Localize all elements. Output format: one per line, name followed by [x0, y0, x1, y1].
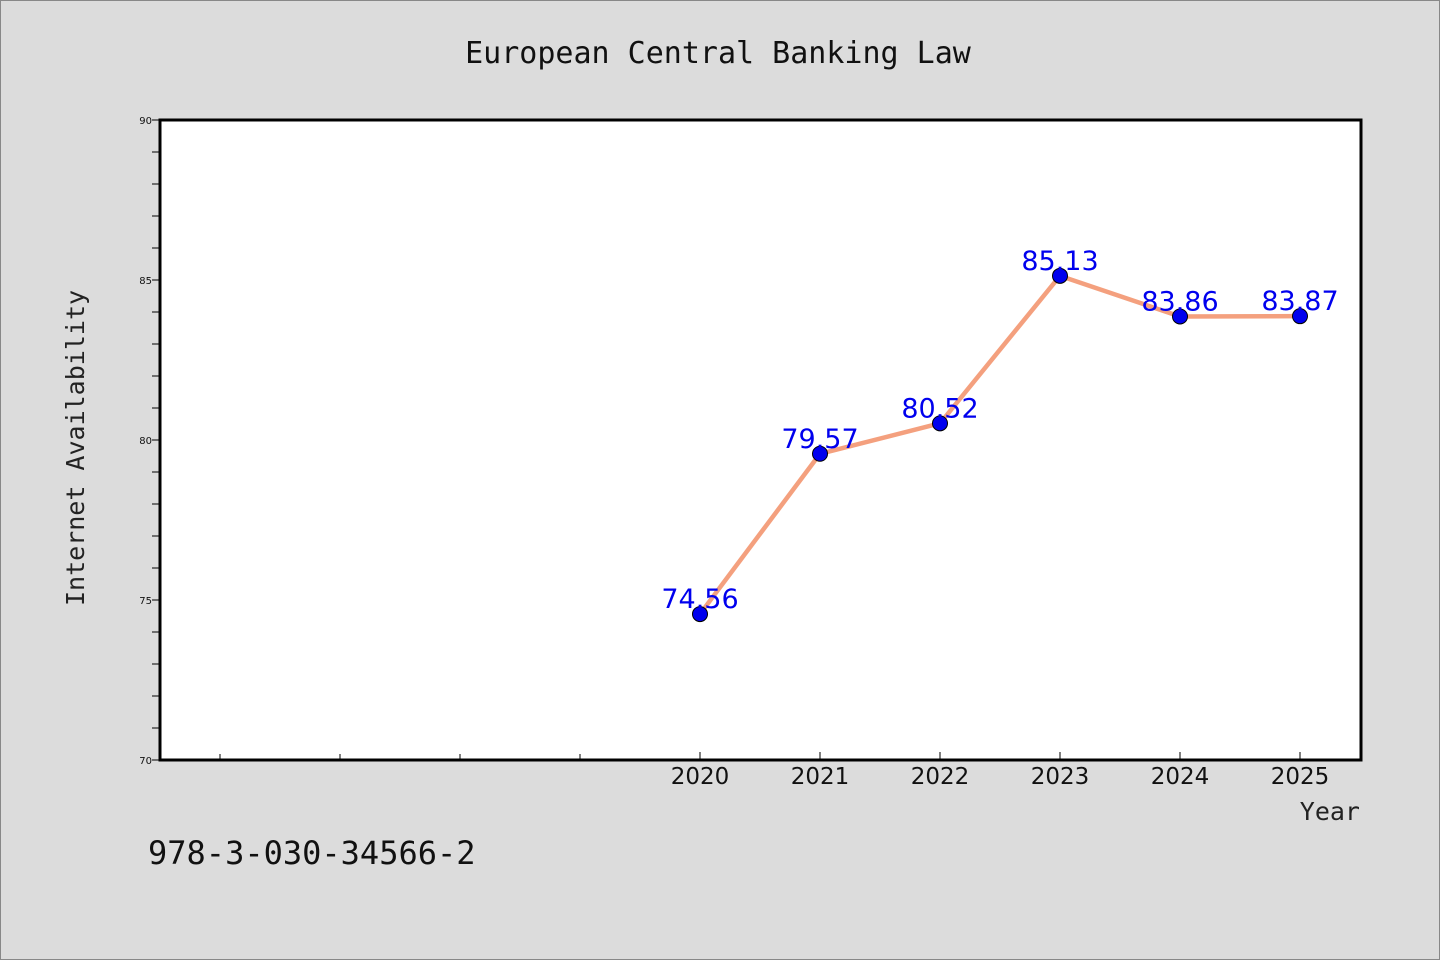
x-axis-label: Year [1300, 797, 1360, 826]
x-tick-label: 2022 [911, 764, 970, 790]
series-line [698, 273, 1301, 616]
y-tick-label: 85 [139, 276, 152, 287]
y-axis-label: Internet Availability [61, 290, 90, 606]
data-point [692, 606, 708, 623]
chart-title: European Central Banking Law [465, 36, 972, 71]
y-tick-label: 80 [139, 436, 152, 447]
data-point [932, 415, 948, 432]
data-point [1052, 267, 1068, 284]
plot-area [160, 120, 1361, 760]
data-label: 85.13 [1021, 246, 1098, 277]
y-tick-label: 90 [139, 116, 152, 127]
x-tick-label: 2021 [791, 764, 850, 790]
y-axis-ticks: 70 75 80 85 90 [139, 116, 160, 767]
data-label: 74.56 [661, 584, 738, 615]
data-labels: 74.56 79.57 80.52 85.13 83.86 83.87 [661, 246, 1338, 615]
data-label: 80.52 [901, 393, 978, 424]
footer-code: 978-3-030-34566-2 [148, 834, 476, 872]
data-point [1292, 308, 1308, 325]
x-axis-ticks: 2020 2021 2022 2023 2024 2025 [671, 752, 1330, 790]
data-label: 83.86 [1141, 286, 1218, 317]
x-tick-label: 2023 [1031, 764, 1090, 790]
data-point [1172, 308, 1188, 325]
plot-border [158, 118, 1363, 762]
data-label: 79.57 [781, 424, 858, 455]
x-tick-label: 2020 [671, 764, 730, 790]
data-point [812, 445, 828, 462]
data-label: 83.87 [1261, 286, 1338, 317]
y-tick-label: 70 [139, 756, 152, 767]
series-markers [692, 267, 1308, 623]
y-tick-label: 75 [139, 596, 152, 607]
x-tick-label: 2024 [1151, 764, 1210, 790]
x-tick-label: 2025 [1271, 764, 1330, 790]
